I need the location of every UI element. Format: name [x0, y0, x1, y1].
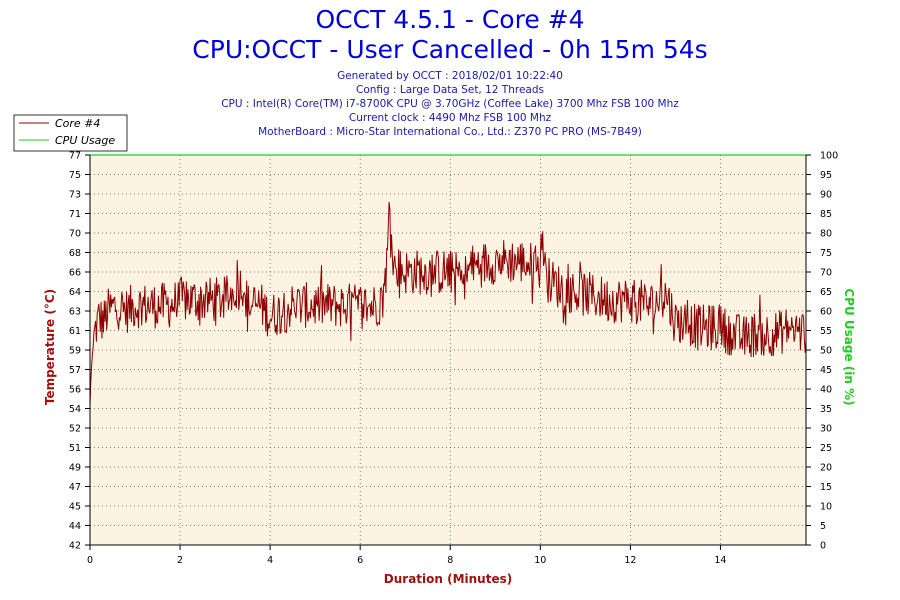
y-left-tick-label: 54 — [69, 404, 81, 415]
y-left-tick-label: 49 — [69, 463, 81, 474]
legend-label-cpu-usage: CPU Usage — [55, 134, 115, 147]
y-left-tick-label: 56 — [69, 385, 81, 396]
y-left-tick-label: 42 — [69, 541, 81, 552]
y-right-tick-label: 60 — [820, 307, 832, 318]
y-right-tick-label: 5 — [820, 521, 826, 532]
info-motherboard: MotherBoard : Micro-Star International C… — [258, 126, 642, 138]
y-left-tick-label: 51 — [69, 443, 81, 454]
y-left-tick-label: 71 — [69, 209, 81, 220]
y-left-tick-label: 64 — [69, 287, 81, 298]
y-left-tick-label: 52 — [69, 424, 81, 435]
y-left-tick-label: 66 — [69, 268, 81, 279]
y-right-tick-label: 70 — [820, 268, 832, 279]
y-left-tick-label: 57 — [69, 365, 81, 376]
y-right-tick-label: 90 — [820, 190, 832, 201]
y-right-tick-label: 80 — [820, 229, 832, 240]
y-right-tick-label: 65 — [820, 287, 832, 298]
x-tick-label: 6 — [357, 555, 363, 566]
y-axis-left-title: Temperature (°C) — [43, 289, 57, 405]
y-left-tick-label: 70 — [69, 229, 81, 240]
y-right-tick-label: 85 — [820, 209, 832, 220]
x-tick-label: 0 — [87, 555, 93, 566]
y-left-tick-label: 47 — [69, 482, 81, 493]
info-generated: Generated by OCCT : 2018/02/01 10:22:40 — [337, 70, 563, 82]
legend: Core #4 CPU Usage — [13, 114, 128, 152]
x-tick-label: 8 — [447, 555, 453, 566]
y-right-tick-label: 55 — [820, 326, 832, 337]
y-right-tick-label: 100 — [820, 151, 838, 162]
info-clock: Current clock : 4490 Mhz FSB 100 Mhz — [348, 112, 552, 124]
y-right-tick-label: 30 — [820, 424, 832, 435]
legend-box — [13, 114, 128, 152]
y-right-tick-label: 25 — [820, 443, 832, 454]
y-left-tick-label: 63 — [69, 307, 81, 318]
y-right-tick-label: 20 — [820, 463, 832, 474]
x-tick-label: 10 — [534, 555, 546, 566]
y-left-tick-label: 59 — [69, 346, 81, 357]
x-tick-label: 12 — [624, 555, 636, 566]
y-left-tick-label: 45 — [69, 502, 81, 513]
y-right-tick-label: 75 — [820, 248, 832, 259]
x-tick-label: 14 — [714, 555, 726, 566]
y-right-tick-label: 15 — [820, 482, 832, 493]
y-right-tick-label: 45 — [820, 365, 832, 376]
y-right-tick-label: 35 — [820, 404, 832, 415]
y-right-tick-label: 10 — [820, 502, 832, 513]
y-left-tick-label: 44 — [69, 521, 81, 532]
y-right-tick-label: 95 — [820, 170, 832, 181]
x-tick-label: 4 — [267, 555, 273, 566]
y-left-tick-label: 68 — [69, 248, 81, 259]
y-left-tick-label: 61 — [69, 326, 81, 337]
y-left-tick-label: 77 — [69, 151, 81, 162]
chart-subtitle: CPU:OCCT - User Cancelled - 0h 15m 54s — [192, 35, 708, 64]
y-right-tick-label: 50 — [820, 346, 832, 357]
y-right-tick-label: 0 — [820, 541, 826, 552]
x-tick-label: 2 — [177, 555, 183, 566]
y-right-tick-label: 40 — [820, 385, 832, 396]
chart-title: OCCT 4.5.1 - Core #4 — [315, 5, 585, 34]
y-axis-right-title: CPU Usage (in %) — [842, 288, 856, 405]
legend-label-core4: Core #4 — [55, 117, 100, 130]
y-left-tick-label: 75 — [69, 170, 81, 181]
y-left-tick-label: 73 — [69, 190, 81, 201]
x-axis-title: Duration (Minutes) — [384, 572, 512, 586]
info-config: Config : Large Data Set, 12 Threads — [356, 84, 544, 96]
info-cpu: CPU : Intel(R) Core(TM) i7-8700K CPU @ 3… — [221, 98, 679, 110]
series-line-core4 — [89, 201, 807, 406]
